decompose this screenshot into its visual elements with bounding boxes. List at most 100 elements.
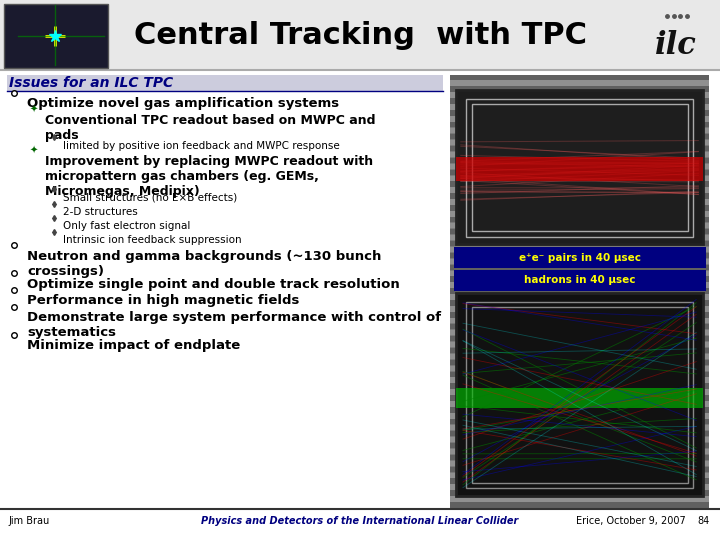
FancyBboxPatch shape xyxy=(454,270,706,291)
FancyBboxPatch shape xyxy=(450,247,709,252)
FancyBboxPatch shape xyxy=(450,431,709,436)
FancyBboxPatch shape xyxy=(456,90,703,244)
FancyBboxPatch shape xyxy=(450,170,709,175)
FancyBboxPatch shape xyxy=(450,86,709,92)
FancyBboxPatch shape xyxy=(450,205,709,211)
FancyBboxPatch shape xyxy=(450,282,709,288)
FancyBboxPatch shape xyxy=(450,449,709,454)
FancyBboxPatch shape xyxy=(7,75,443,91)
FancyBboxPatch shape xyxy=(450,502,709,508)
FancyBboxPatch shape xyxy=(456,293,703,496)
FancyBboxPatch shape xyxy=(0,0,720,70)
FancyBboxPatch shape xyxy=(450,253,709,258)
FancyBboxPatch shape xyxy=(450,294,709,300)
FancyBboxPatch shape xyxy=(450,152,709,157)
FancyBboxPatch shape xyxy=(450,425,709,430)
FancyBboxPatch shape xyxy=(450,146,709,151)
FancyBboxPatch shape xyxy=(450,76,709,508)
FancyBboxPatch shape xyxy=(450,140,709,145)
FancyBboxPatch shape xyxy=(450,128,709,133)
FancyBboxPatch shape xyxy=(450,336,709,341)
FancyBboxPatch shape xyxy=(450,276,709,282)
FancyBboxPatch shape xyxy=(450,235,709,240)
FancyBboxPatch shape xyxy=(450,472,709,478)
FancyBboxPatch shape xyxy=(450,181,709,187)
FancyBboxPatch shape xyxy=(450,377,709,383)
FancyBboxPatch shape xyxy=(456,157,703,181)
FancyBboxPatch shape xyxy=(450,193,709,199)
FancyBboxPatch shape xyxy=(450,176,709,181)
FancyBboxPatch shape xyxy=(450,300,709,306)
Text: Only fast electron signal: Only fast electron signal xyxy=(63,221,191,231)
Text: e⁺e⁻ pairs in 40 μsec: e⁺e⁻ pairs in 40 μsec xyxy=(518,253,641,262)
FancyBboxPatch shape xyxy=(450,229,709,234)
FancyBboxPatch shape xyxy=(450,92,709,98)
Text: ilc: ilc xyxy=(655,30,697,62)
FancyBboxPatch shape xyxy=(450,366,709,371)
FancyBboxPatch shape xyxy=(450,360,709,365)
FancyBboxPatch shape xyxy=(450,354,709,359)
FancyBboxPatch shape xyxy=(450,134,709,139)
Text: Erice, October 9, 2007: Erice, October 9, 2007 xyxy=(576,516,685,526)
Text: Improvement by replacing MWPC readout with
micropattern gas chambers (eg. GEMs,
: Improvement by replacing MWPC readout wi… xyxy=(45,155,374,198)
Text: 2-D structures: 2-D structures xyxy=(63,207,138,217)
FancyBboxPatch shape xyxy=(450,187,709,193)
FancyBboxPatch shape xyxy=(450,122,709,127)
FancyBboxPatch shape xyxy=(450,104,709,110)
FancyBboxPatch shape xyxy=(4,4,108,68)
Text: Issues for an ILC TPC: Issues for an ILC TPC xyxy=(9,76,174,90)
Text: hadrons in 40 μsec: hadrons in 40 μsec xyxy=(524,275,635,285)
Text: Minimize impact of endplate: Minimize impact of endplate xyxy=(27,339,240,352)
FancyBboxPatch shape xyxy=(450,324,709,329)
FancyBboxPatch shape xyxy=(450,413,709,418)
FancyBboxPatch shape xyxy=(450,455,709,460)
FancyBboxPatch shape xyxy=(450,330,709,335)
FancyBboxPatch shape xyxy=(450,395,709,401)
FancyBboxPatch shape xyxy=(450,318,709,323)
FancyBboxPatch shape xyxy=(450,223,709,228)
FancyBboxPatch shape xyxy=(450,271,709,276)
FancyBboxPatch shape xyxy=(450,401,709,407)
Text: limited by positive ion feedback and MWPC response: limited by positive ion feedback and MWP… xyxy=(63,140,340,151)
FancyBboxPatch shape xyxy=(450,158,709,163)
FancyBboxPatch shape xyxy=(450,443,709,448)
Text: Central Tracking  with TPC: Central Tracking with TPC xyxy=(133,21,587,50)
FancyBboxPatch shape xyxy=(450,407,709,413)
FancyBboxPatch shape xyxy=(450,288,709,294)
FancyBboxPatch shape xyxy=(450,241,709,246)
Text: 84: 84 xyxy=(697,516,709,526)
Text: Physics and Detectors of the International Linear Collider: Physics and Detectors of the Internation… xyxy=(202,516,518,526)
Text: Jim Brau: Jim Brau xyxy=(9,516,50,526)
FancyBboxPatch shape xyxy=(450,259,709,264)
FancyBboxPatch shape xyxy=(454,247,706,268)
FancyBboxPatch shape xyxy=(450,265,709,270)
Text: Demonstrate large system performance with control of
systematics: Demonstrate large system performance wit… xyxy=(27,311,441,339)
FancyBboxPatch shape xyxy=(450,306,709,312)
FancyBboxPatch shape xyxy=(450,342,709,347)
FancyBboxPatch shape xyxy=(450,211,709,217)
FancyBboxPatch shape xyxy=(450,490,709,496)
FancyBboxPatch shape xyxy=(450,348,709,353)
FancyBboxPatch shape xyxy=(450,312,709,318)
Text: Performance in high magnetic fields: Performance in high magnetic fields xyxy=(27,294,300,307)
FancyBboxPatch shape xyxy=(450,461,709,466)
FancyBboxPatch shape xyxy=(456,388,703,408)
FancyBboxPatch shape xyxy=(450,217,709,222)
Text: Intrinsic ion feedback suppression: Intrinsic ion feedback suppression xyxy=(63,235,242,245)
FancyBboxPatch shape xyxy=(450,437,709,442)
FancyBboxPatch shape xyxy=(450,164,709,169)
Text: Small structures (no E×B effects): Small structures (no E×B effects) xyxy=(63,192,238,202)
Text: Optimize single point and double track resolution: Optimize single point and double track r… xyxy=(27,278,400,291)
FancyBboxPatch shape xyxy=(450,389,709,395)
FancyBboxPatch shape xyxy=(450,75,709,80)
Text: ✦: ✦ xyxy=(30,146,38,156)
FancyBboxPatch shape xyxy=(450,199,709,205)
FancyBboxPatch shape xyxy=(450,116,709,122)
FancyBboxPatch shape xyxy=(450,467,709,472)
FancyBboxPatch shape xyxy=(450,419,709,424)
FancyBboxPatch shape xyxy=(450,484,709,490)
FancyBboxPatch shape xyxy=(450,110,709,116)
Text: Conventional TPC readout based on MWPC and
pads: Conventional TPC readout based on MWPC a… xyxy=(45,114,376,142)
Text: Optimize novel gas amplification systems: Optimize novel gas amplification systems xyxy=(27,97,340,110)
FancyBboxPatch shape xyxy=(450,372,709,377)
